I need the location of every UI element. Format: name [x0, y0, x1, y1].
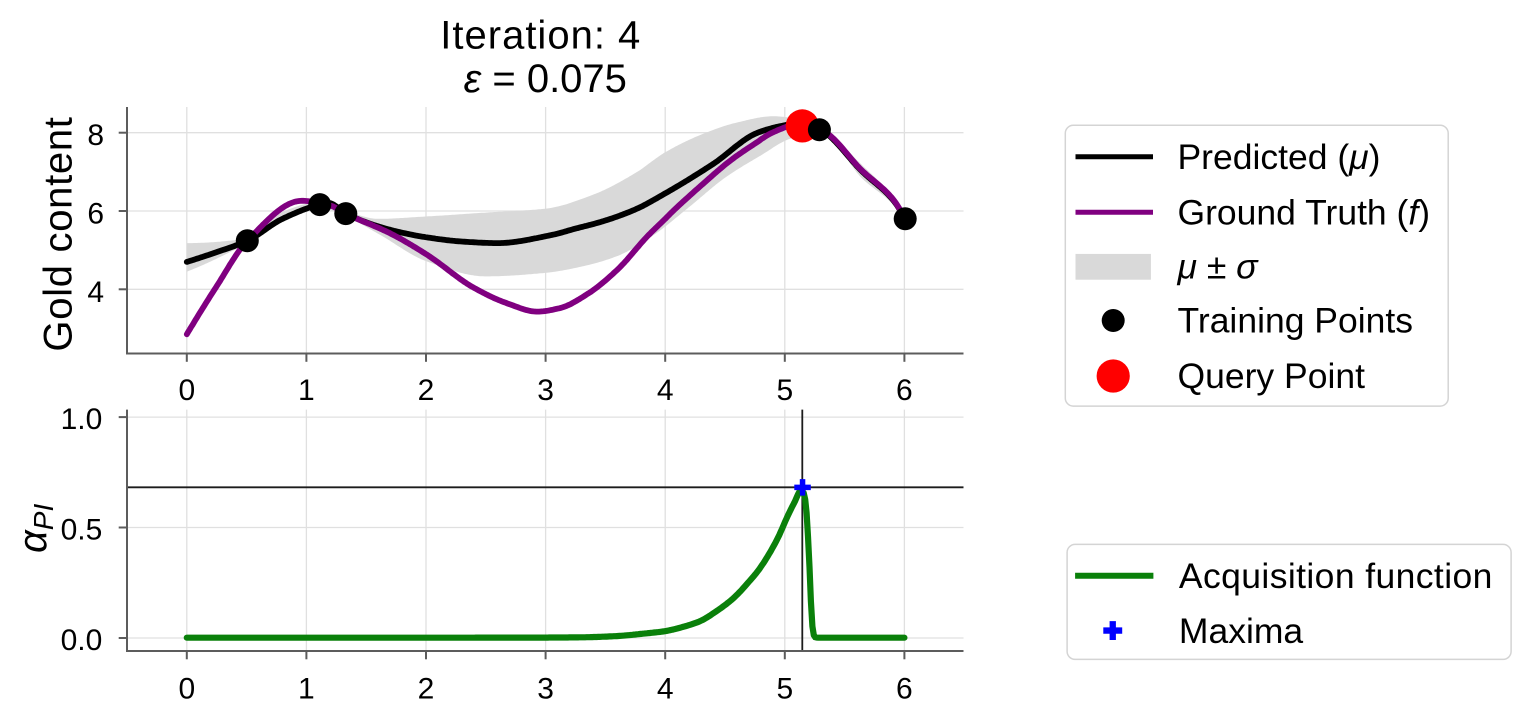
svg-text:6: 6 — [896, 672, 913, 705]
svg-text:4: 4 — [657, 374, 674, 407]
svg-text:4: 4 — [87, 276, 104, 309]
svg-text:μ ± σ: μ ± σ — [1177, 247, 1260, 287]
svg-text:1: 1 — [298, 672, 315, 705]
svg-text:ε = 0.075: ε = 0.075 — [464, 57, 627, 101]
svg-text:2: 2 — [418, 672, 435, 705]
svg-text:1.0: 1.0 — [61, 403, 103, 436]
svg-text:Iteration: 4: Iteration: 4 — [440, 13, 641, 57]
svg-text:0: 0 — [178, 374, 195, 407]
svg-text:2: 2 — [418, 374, 435, 407]
svg-text:Gold content: Gold content — [36, 116, 80, 351]
svg-text:0.5: 0.5 — [61, 514, 103, 547]
svg-text:1: 1 — [298, 374, 315, 407]
svg-text:3: 3 — [537, 374, 554, 407]
svg-text:0.0: 0.0 — [61, 624, 103, 657]
svg-text:4: 4 — [657, 672, 674, 705]
svg-text:5: 5 — [776, 374, 793, 407]
svg-text:0: 0 — [178, 672, 195, 705]
svg-text:Maxima: Maxima — [1179, 611, 1304, 651]
svg-text:Ground Truth (f): Ground Truth (f) — [1178, 192, 1431, 232]
svg-text:Training Points: Training Points — [1178, 301, 1413, 341]
svg-text:6: 6 — [87, 198, 104, 231]
svg-text:6: 6 — [896, 374, 913, 407]
svg-text:Predicted (μ): Predicted (μ) — [1178, 137, 1381, 177]
svg-text:8: 8 — [87, 119, 104, 152]
svg-text:5: 5 — [776, 672, 793, 705]
svg-text:Acquisition function: Acquisition function — [1179, 556, 1493, 596]
svg-text:3: 3 — [537, 672, 554, 705]
svg-text:Query Point: Query Point — [1178, 356, 1366, 396]
